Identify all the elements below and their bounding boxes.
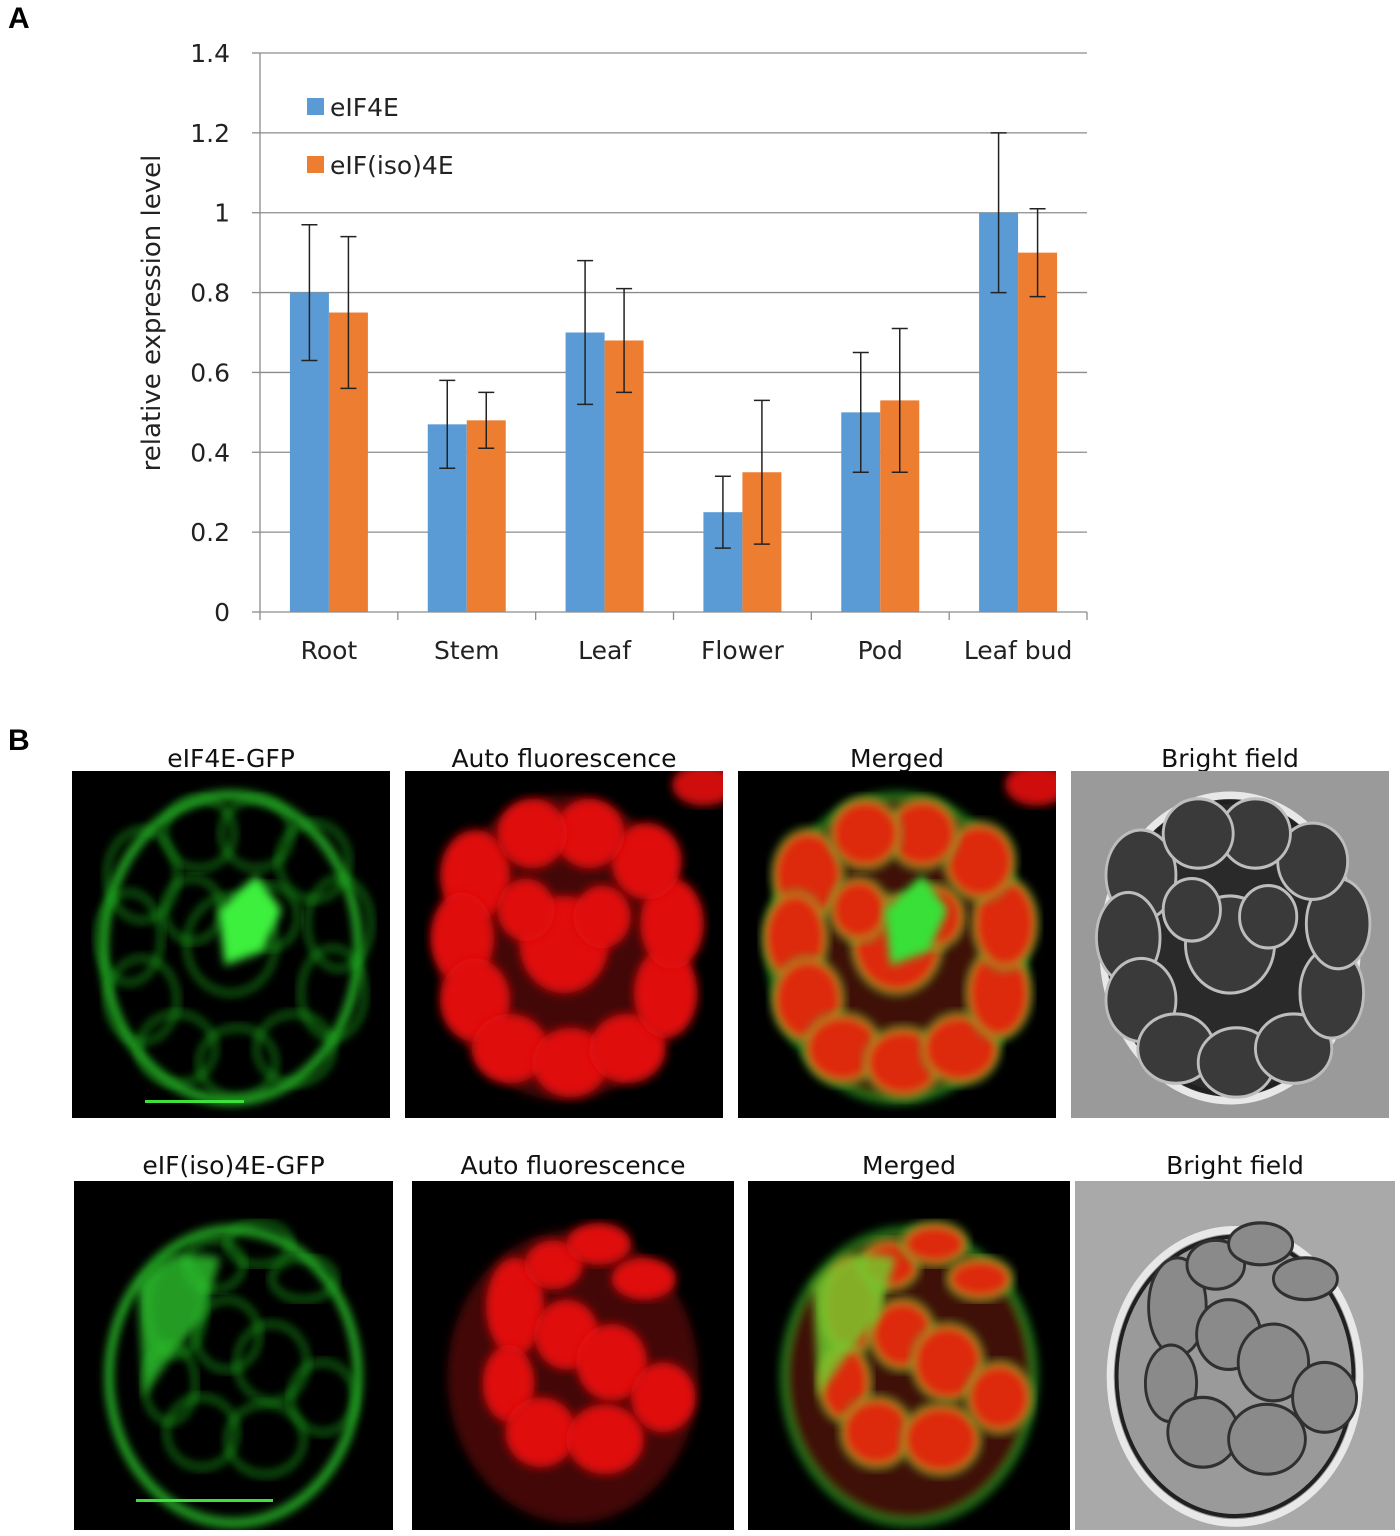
gridlines xyxy=(260,52,1087,533)
y-tick-label: 0.8 xyxy=(190,279,230,308)
micrograph-green-1 xyxy=(72,771,390,1118)
x-tick-labels: Root Stem Leaf Flower Pod Leaf bud xyxy=(301,636,1073,665)
micrograph-red-1 xyxy=(405,771,723,1118)
micrograph-title: eIF(iso)4E-GFP xyxy=(142,1151,325,1180)
micrograph-title: Merged xyxy=(850,744,944,773)
micrograph-title: Auto fluorescence xyxy=(451,744,677,773)
micrograph-title: Bright field xyxy=(1166,1151,1304,1180)
x-tick-label: Pod xyxy=(858,636,903,665)
legend-swatch xyxy=(307,98,324,115)
axes xyxy=(252,52,1088,620)
micrograph-title: Merged xyxy=(862,1151,956,1180)
micrograph-red-2 xyxy=(412,1181,734,1530)
y-tick-label: 0 xyxy=(214,598,230,627)
micrograph-title: Auto fluorescence xyxy=(460,1151,686,1180)
bars xyxy=(289,212,1058,612)
legend: eIF4E eIF(iso)4E xyxy=(307,93,454,180)
panel-label-b: B xyxy=(8,724,30,757)
y-tick-label: 1.4 xyxy=(190,39,230,68)
micrograph-merged-1 xyxy=(738,771,1056,1118)
legend-swatch xyxy=(307,156,324,173)
y-tick-label: 1 xyxy=(214,199,230,228)
micrograph-merged-2 xyxy=(748,1181,1070,1530)
y-axis-label: relative expression level xyxy=(137,155,167,472)
micrograph-bright-2 xyxy=(1075,1181,1395,1530)
x-tick-label: Stem xyxy=(434,636,499,665)
y-tick-label: 0.6 xyxy=(190,358,230,387)
panel-label-a: A xyxy=(8,2,30,35)
y-tick-label: 0.4 xyxy=(190,438,230,467)
bar-eifiso4e-1 xyxy=(466,420,506,612)
y-tick-label: 0.2 xyxy=(190,518,230,547)
y-tick-labels: 0 0.2 0.4 0.6 0.8 1 1.2 1.4 xyxy=(190,39,230,627)
x-tick-label: Leaf bud xyxy=(964,636,1073,665)
scale-bar xyxy=(136,1499,273,1502)
legend-label: eIF4E xyxy=(330,93,399,122)
x-tick-label: Root xyxy=(301,636,358,665)
micrograph-title: Bright field xyxy=(1161,744,1299,773)
legend-label: eIF(iso)4E xyxy=(330,151,454,180)
micrograph-green-2 xyxy=(74,1181,393,1530)
x-tick-label: Flower xyxy=(701,636,784,665)
y-tick-label: 1.2 xyxy=(190,119,230,148)
x-tick-label: Leaf xyxy=(578,636,632,665)
micrograph-bright-1 xyxy=(1071,771,1389,1118)
error-bars xyxy=(301,132,1046,549)
expression-bar-chart: 0 0.2 0.4 0.6 0.8 1 1.2 1.4 Root Stem Leaf Flower P… xyxy=(137,39,1088,665)
micrograph-title: eIF4E-GFP xyxy=(167,744,295,773)
scale-bar xyxy=(145,1100,244,1103)
bar-eifiso4e-5 xyxy=(1018,252,1058,612)
